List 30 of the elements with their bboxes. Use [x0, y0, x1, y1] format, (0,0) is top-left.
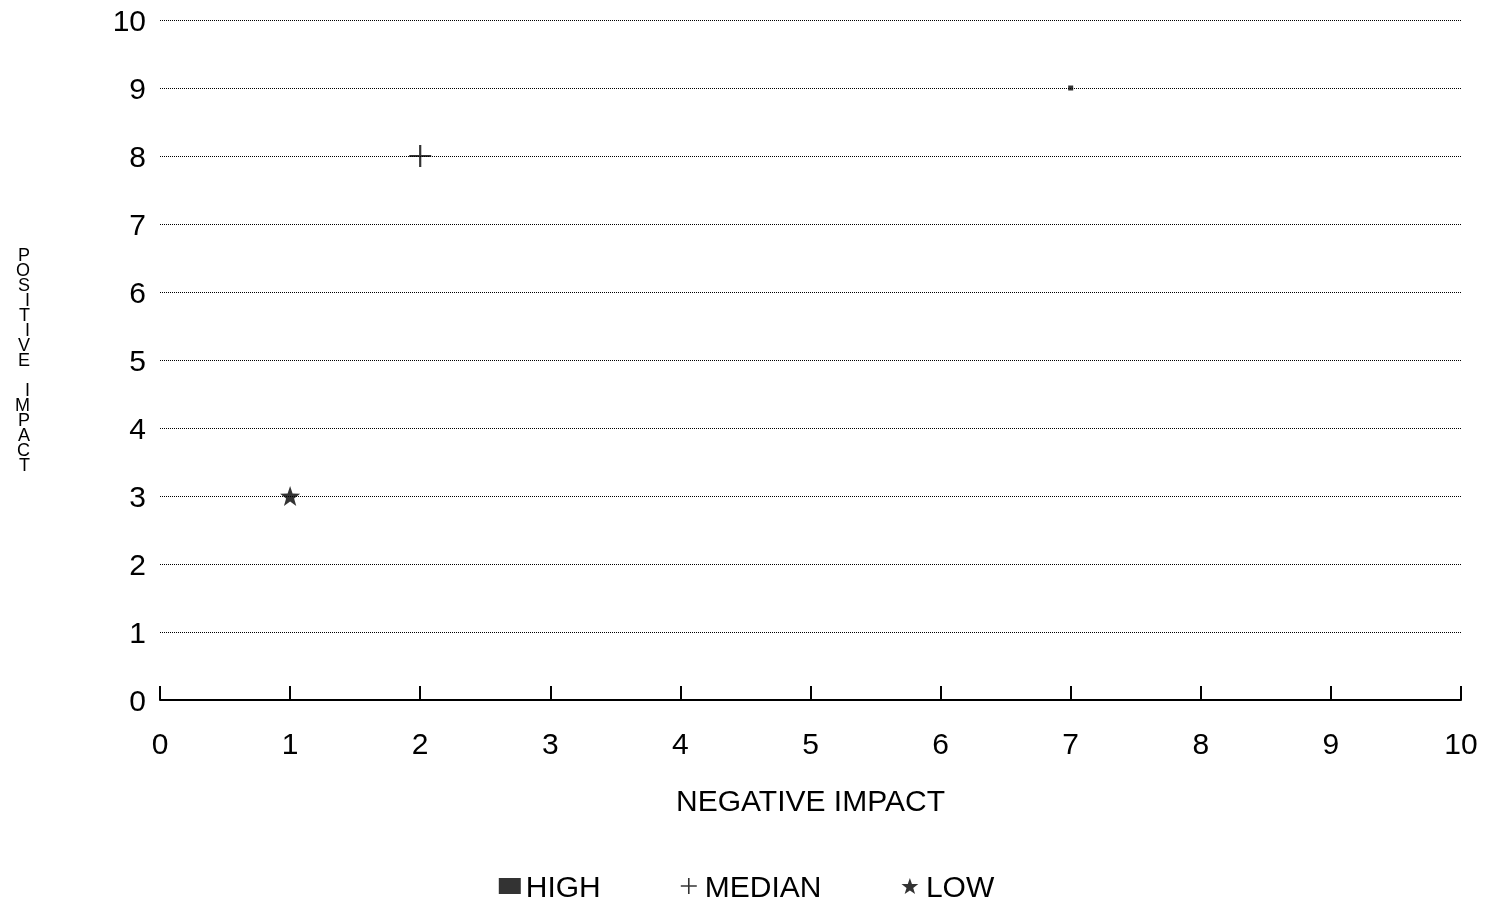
x-tick-label: 10 [1444, 726, 1478, 760]
y-tick-label: 0 [129, 683, 146, 717]
y-tick-label: 7 [129, 207, 146, 241]
y-tick-label: 4 [129, 411, 146, 445]
x-axis-title: NEGATIVE IMPACT [676, 783, 945, 817]
x-tick-label: 2 [411, 726, 429, 760]
x-tick-label: 5 [802, 726, 819, 760]
x-tick-label: 9 [1322, 726, 1340, 760]
point [1068, 85, 1074, 91]
y-tick-label: 5 [129, 343, 146, 377]
x-tick-label: 8 [1192, 726, 1210, 760]
y-tick-label: 1 [129, 615, 146, 649]
y-tick-label: 9 [129, 71, 146, 105]
x-tick-label: 7 [1062, 726, 1080, 760]
x-tick-label: 3 [541, 726, 559, 760]
y-tick-label: 8 [129, 139, 146, 173]
y-tick-label: 3 [129, 479, 146, 513]
legend-label: HIGH [525, 869, 601, 903]
x-tick-label: 4 [672, 726, 689, 760]
legend-label: MEDIAN [704, 869, 822, 903]
point [409, 145, 432, 167]
y-tick-label: 10 [112, 3, 146, 37]
text: POSITIVE IMPACT [15, 245, 30, 475]
y-tick-label: 6 [129, 275, 146, 309]
x-tick-label: 1 [281, 726, 299, 760]
point [280, 486, 301, 506]
y-tick-label: 2 [129, 547, 146, 581]
x-tick-label: 6 [932, 726, 949, 760]
legend-label: LOW [925, 869, 995, 903]
x-tick-label: 0 [151, 726, 169, 760]
